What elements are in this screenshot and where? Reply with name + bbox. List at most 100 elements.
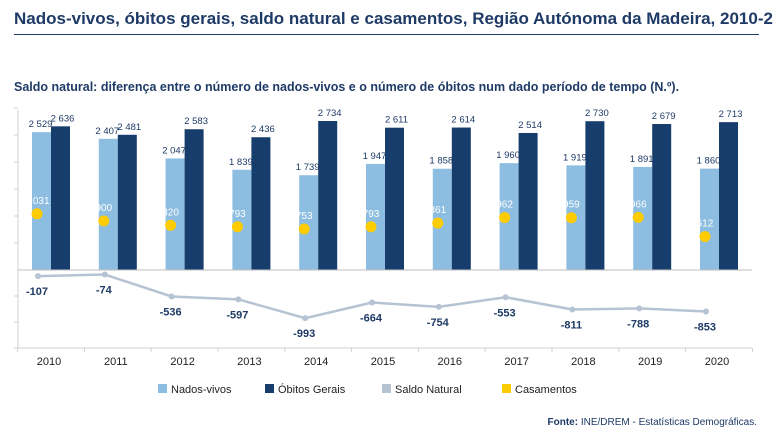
point-saldo-natural bbox=[369, 299, 375, 306]
data-label-nados-vivos: 2 529 bbox=[29, 119, 53, 130]
data-label-nados-vivos: 1 860 bbox=[697, 156, 721, 167]
bar-nados-vivos bbox=[98, 138, 118, 270]
data-label-obitos-gerais: 2 481 bbox=[117, 122, 141, 133]
data-label-nados-vivos: 2 407 bbox=[95, 126, 119, 137]
point-saldo-natural bbox=[435, 303, 442, 310]
point-saldo-natural bbox=[35, 273, 41, 280]
x-tick-label: 2019 bbox=[638, 356, 662, 368]
data-label-saldo-natural: -74 bbox=[96, 285, 113, 297]
x-tick-label: 2018 bbox=[571, 356, 595, 368]
bar-nados-vivos bbox=[165, 158, 185, 270]
bar-obitos-gerais bbox=[251, 137, 271, 270]
marker-casamentos bbox=[165, 219, 177, 231]
data-label-casamentos: 966 bbox=[630, 199, 647, 210]
tick-layer bbox=[14, 107, 753, 352]
x-tick-label: 2011 bbox=[104, 356, 128, 368]
data-label-casamentos: 900 bbox=[95, 203, 112, 214]
chart-subtitle: Saldo natural: diferença entre o número … bbox=[14, 80, 680, 94]
marker-casamentos bbox=[565, 212, 577, 224]
point-saldo-natural bbox=[636, 305, 643, 312]
bar-obitos-gerais bbox=[451, 127, 471, 270]
legend-nados-vivos-label: Nados-vivos bbox=[171, 384, 232, 396]
x-tick-label: 2015 bbox=[371, 356, 395, 368]
data-label-casamentos: 820 bbox=[162, 207, 179, 218]
data-label-saldo-natural: -811 bbox=[561, 320, 582, 332]
data-label-obitos-gerais: 2 611 bbox=[385, 115, 408, 126]
bar-nados-vivos bbox=[700, 168, 719, 270]
bar-nados-vivos bbox=[232, 169, 252, 270]
marker-casamentos bbox=[632, 211, 644, 223]
chart-title: Nados-vivos, óbitos gerais, saldo natura… bbox=[14, 4, 773, 35]
data-label-saldo-natural: -553 bbox=[494, 307, 516, 319]
marker-casamentos bbox=[432, 217, 444, 229]
bar-obitos-gerais bbox=[719, 122, 738, 270]
legend-casamentos-swatch bbox=[502, 384, 511, 393]
bar-obitos-gerais bbox=[318, 120, 338, 270]
data-label-saldo-natural: -664 bbox=[360, 313, 383, 325]
data-label-saldo-natural: -597 bbox=[226, 309, 248, 321]
bar-obitos-gerais bbox=[117, 134, 137, 270]
data-label-saldo-natural: -754 bbox=[427, 317, 450, 329]
data-label-obitos-gerais: 2 713 bbox=[719, 109, 743, 120]
bar-layer bbox=[32, 120, 738, 270]
data-label-saldo-natural: -788 bbox=[627, 318, 649, 330]
data-label-saldo-natural: -107 bbox=[26, 286, 48, 298]
bar-obitos-gerais bbox=[585, 121, 605, 270]
saldo-line-layer bbox=[35, 271, 709, 322]
casamentos-layer bbox=[31, 208, 711, 243]
marker-casamentos bbox=[31, 208, 43, 220]
data-label-casamentos: 1 031 bbox=[24, 196, 49, 207]
legend-saldo-natural-swatch bbox=[382, 384, 391, 393]
bar-obitos-gerais bbox=[184, 129, 204, 270]
data-label-obitos-gerais: 2 614 bbox=[451, 115, 475, 126]
legend: Nados-vivos Óbitos Gerais Saldo Natural Cas… bbox=[158, 383, 577, 396]
bar-obitos-gerais bbox=[518, 132, 538, 270]
data-label-obitos-gerais: 2 583 bbox=[184, 116, 208, 127]
data-label-nados-vivos: 1 839 bbox=[229, 157, 253, 168]
data-label-casamentos: 959 bbox=[563, 200, 580, 211]
data-label-nados-vivos: 2 047 bbox=[162, 145, 186, 156]
marker-casamentos bbox=[98, 215, 110, 227]
data-label-casamentos: 962 bbox=[496, 200, 513, 211]
data-label-casamentos: 612 bbox=[697, 219, 714, 230]
bar-nados-vivos bbox=[32, 132, 51, 270]
data-label-obitos-gerais: 2 734 bbox=[318, 108, 342, 119]
data-label-saldo-natural: -853 bbox=[694, 322, 716, 334]
legend-saldo-natural-label: Saldo Natural bbox=[395, 384, 462, 396]
data-label-obitos-gerais: 2 636 bbox=[51, 113, 75, 124]
data-label-obitos-gerais: 2 436 bbox=[251, 124, 275, 135]
x-tick-label: 2016 bbox=[438, 356, 462, 368]
data-label-saldo-natural: -536 bbox=[160, 306, 182, 318]
point-saldo-natural bbox=[569, 306, 576, 313]
x-tick-label: 2012 bbox=[170, 356, 194, 368]
source-label: Fonte: bbox=[547, 417, 579, 428]
data-label-obitos-gerais: 2 730 bbox=[585, 108, 609, 119]
legend-obitos-gerais-label: Óbitos Gerais bbox=[278, 383, 346, 396]
legend-obitos-gerais-swatch bbox=[265, 384, 274, 393]
data-label-obitos-gerais: 2 679 bbox=[652, 111, 676, 122]
data-label-nados-vivos: 1 947 bbox=[363, 151, 387, 162]
point-saldo-natural bbox=[502, 294, 509, 301]
marker-casamentos bbox=[365, 221, 377, 233]
x-tick-label: 2020 bbox=[705, 356, 729, 368]
point-saldo-natural bbox=[235, 296, 242, 303]
data-label-nados-vivos: 1 960 bbox=[496, 150, 520, 161]
data-label-nados-vivos: 1 919 bbox=[563, 152, 587, 163]
bar-nados-vivos bbox=[299, 175, 319, 270]
source-note: Fonte: INE/DREM - Estatísticas Demográfi… bbox=[548, 417, 757, 428]
x-tick-label: 2010 bbox=[37, 356, 61, 368]
legend-casamentos-label: Casamentos bbox=[515, 384, 577, 396]
data-label-nados-vivos: 1 739 bbox=[296, 162, 320, 173]
data-label-obitos-gerais: 2 514 bbox=[518, 120, 542, 131]
x-tick-label: 2013 bbox=[237, 356, 261, 368]
x-tick-labels: 2010 2011 2012 2013 2014 2015 2016 2017 2018 2019… bbox=[37, 356, 729, 368]
data-label-casamentos: 753 bbox=[296, 211, 313, 222]
bar-nados-vivos bbox=[366, 163, 385, 270]
marker-casamentos bbox=[298, 223, 310, 235]
data-label-saldo-natural: -993 bbox=[293, 328, 315, 340]
data-label-nados-vivos: 1 891 bbox=[630, 154, 654, 165]
legend-nados-vivos-swatch bbox=[158, 384, 167, 393]
data-label-casamentos: 861 bbox=[429, 205, 446, 216]
